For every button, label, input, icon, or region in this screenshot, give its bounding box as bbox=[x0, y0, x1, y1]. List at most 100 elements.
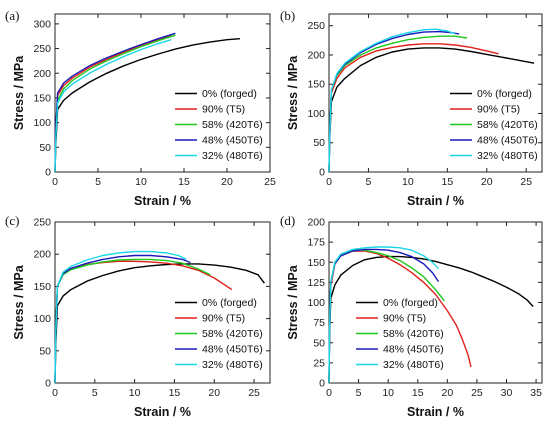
x-axis-label: Strain / % bbox=[134, 405, 191, 419]
y-tick-label: 300 bbox=[33, 18, 51, 30]
legend-entry: 90% (T5) bbox=[477, 104, 520, 116]
x-tick-label: 35 bbox=[530, 387, 542, 399]
legend-entry: 48% (450T6) bbox=[202, 135, 263, 147]
panel-label: (b) bbox=[280, 8, 295, 23]
y-tick-label: 250 bbox=[33, 43, 51, 55]
panel-label: (c) bbox=[5, 213, 19, 228]
x-tick-label: 5 bbox=[356, 387, 362, 399]
y-tick-label: 50 bbox=[313, 337, 325, 349]
plot-frame bbox=[54, 221, 271, 384]
x-axis-label: Strain / % bbox=[407, 405, 464, 419]
y-axis-label: Stress / MPa bbox=[286, 264, 300, 339]
y-tick-label: 150 bbox=[33, 281, 51, 293]
y-tick-label: 175 bbox=[307, 237, 325, 249]
legend-entry: 0% (forged) bbox=[477, 88, 532, 100]
legend-entry: 90% (T5) bbox=[202, 313, 245, 325]
legend-entry: 32% (480T6) bbox=[202, 150, 263, 162]
y-tick-label: 50 bbox=[313, 137, 325, 149]
y-tick-label: 100 bbox=[307, 108, 325, 120]
legend-entry: 48% (450T6) bbox=[477, 135, 538, 147]
y-tick-label: 150 bbox=[307, 257, 325, 269]
y-tick-label: 125 bbox=[307, 277, 325, 289]
legend-entry: 58% (420T6) bbox=[383, 328, 444, 340]
series-line-2 bbox=[328, 43, 499, 173]
series-line-5 bbox=[54, 39, 172, 173]
y-axis-label: Stress / MPa bbox=[12, 264, 26, 339]
x-tick-label: 10 bbox=[402, 176, 414, 188]
y-tick-label: 200 bbox=[307, 217, 325, 229]
series-line-1 bbox=[328, 47, 535, 173]
x-tick-label: 25 bbox=[248, 387, 260, 399]
legend-entry: 48% (450T6) bbox=[202, 344, 263, 356]
series-line-3 bbox=[328, 35, 468, 173]
y-tick-label: 100 bbox=[307, 297, 325, 309]
y-tick-label: 50 bbox=[39, 142, 51, 154]
x-tick-label: 30 bbox=[501, 387, 513, 399]
series-line-1 bbox=[54, 38, 240, 173]
legend-entry: 0% (forged) bbox=[202, 297, 257, 309]
x-tick-label: 0 bbox=[52, 176, 58, 188]
x-tick-label: 10 bbox=[135, 176, 147, 188]
y-tick-label: 200 bbox=[33, 249, 51, 261]
x-tick-label: 10 bbox=[382, 387, 394, 399]
x-tick-label: 25 bbox=[471, 387, 483, 399]
x-tick-label: 0 bbox=[326, 176, 332, 188]
y-tick-label: 100 bbox=[33, 313, 51, 325]
series-line-4 bbox=[54, 254, 191, 384]
x-tick-label: 5 bbox=[95, 176, 101, 188]
x-tick-label: 25 bbox=[264, 176, 276, 188]
legend-entry: 58% (420T6) bbox=[202, 119, 263, 131]
y-tick-label: 200 bbox=[33, 68, 51, 80]
x-tick-label: 15 bbox=[178, 176, 190, 188]
panel-label: (d) bbox=[280, 213, 295, 228]
x-tick-label: 15 bbox=[441, 176, 453, 188]
legend-entry: 58% (420T6) bbox=[477, 119, 538, 131]
x-axis-label: Strain / % bbox=[134, 194, 191, 208]
panel-4: 0 5 10 15 20 25 30 35 0 25 50 75 100 125 150 175 200 Stra… bbox=[280, 213, 543, 419]
x-tick-label: 25 bbox=[520, 176, 532, 188]
x-tick-label: 15 bbox=[169, 387, 181, 399]
x-tick-label: 15 bbox=[412, 387, 424, 399]
y-tick-label: 250 bbox=[33, 217, 51, 229]
y-tick-label: 200 bbox=[307, 49, 325, 61]
legend-entry: 32% (480T6) bbox=[477, 150, 538, 162]
legend-entry: 58% (420T6) bbox=[202, 328, 263, 340]
x-axis-label: Strain / % bbox=[407, 194, 464, 208]
y-axis-label: Stress / MPa bbox=[286, 55, 300, 130]
y-tick-label: 25 bbox=[313, 357, 325, 369]
y-tick-label: 150 bbox=[307, 79, 325, 91]
x-tick-label: 0 bbox=[52, 387, 58, 399]
y-tick-label: 75 bbox=[313, 317, 325, 329]
x-tick-label: 20 bbox=[441, 387, 453, 399]
y-tick-label: 150 bbox=[33, 92, 51, 104]
series-line-5 bbox=[328, 28, 456, 173]
y-tick-label: 0 bbox=[45, 167, 51, 179]
series-line-1 bbox=[328, 255, 534, 384]
y-tick-label: 100 bbox=[33, 117, 51, 129]
x-tick-label: 20 bbox=[208, 387, 220, 399]
y-tick-label: 0 bbox=[45, 378, 51, 390]
legend-entry: 90% (T5) bbox=[383, 313, 426, 325]
y-tick-label: 250 bbox=[307, 20, 325, 32]
legend-entry: 48% (450T6) bbox=[383, 344, 444, 356]
legend-entry: 0% (forged) bbox=[383, 297, 438, 309]
plot-frame bbox=[54, 13, 271, 173]
x-tick-label: 0 bbox=[326, 387, 332, 399]
legend-entry: 32% (480T6) bbox=[202, 359, 263, 371]
series-line-5 bbox=[54, 250, 187, 384]
x-tick-label: 10 bbox=[129, 387, 141, 399]
x-tick-label: 5 bbox=[92, 387, 98, 399]
legend-entry: 0% (forged) bbox=[202, 88, 257, 100]
y-axis-label: Stress / MPa bbox=[12, 55, 26, 130]
series-line-5 bbox=[328, 246, 440, 384]
x-tick-label: 20 bbox=[221, 176, 233, 188]
x-tick-label: 5 bbox=[366, 176, 372, 188]
legend-entry: 32% (480T6) bbox=[383, 359, 444, 371]
series-line-4 bbox=[328, 30, 460, 173]
panel-label: (a) bbox=[5, 8, 19, 23]
y-tick-label: 0 bbox=[319, 167, 325, 179]
